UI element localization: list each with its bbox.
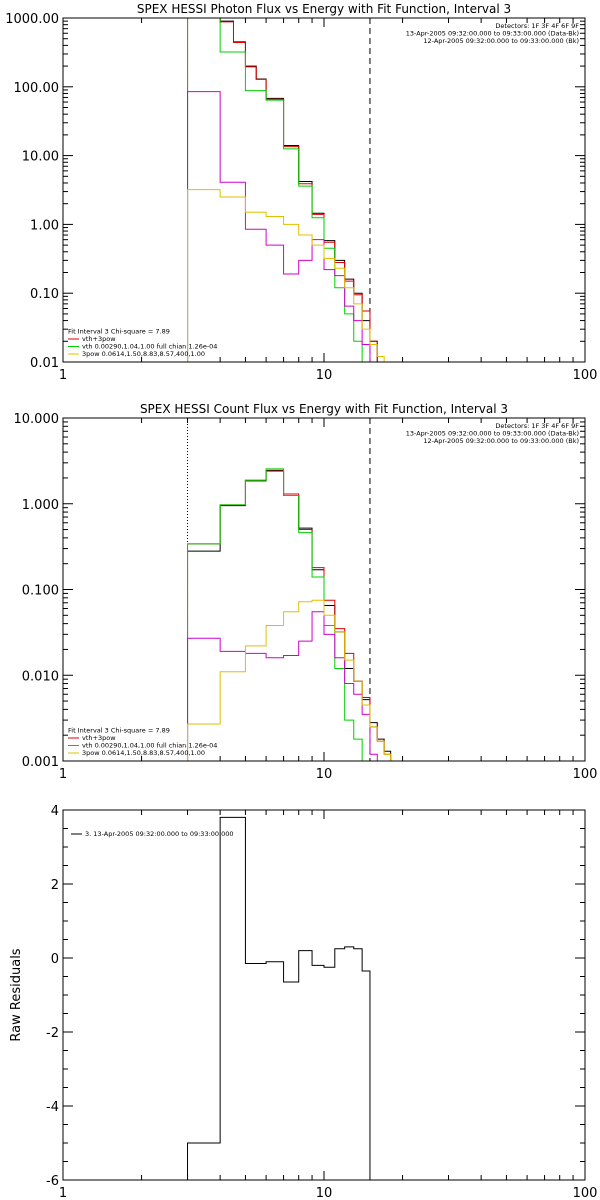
series-line-4 xyxy=(187,91,392,362)
legend-entry: Detectors: 1F 3F 4F 6F 9F xyxy=(495,22,579,30)
x-tick-label: 100 xyxy=(573,767,598,782)
y-tick-label: 10.000 xyxy=(14,412,60,427)
x-axis: 1 10 100 xyxy=(59,18,598,383)
series-line-1 xyxy=(187,816,371,1180)
legend-entry: vth+3pow xyxy=(82,734,116,742)
y-tick-label: 0.001 xyxy=(22,755,59,770)
legend-entry: Fit Interval 3 Chi-square = 7.89 xyxy=(68,328,170,336)
x-tick-label: 10 xyxy=(316,1186,333,1200)
y-tick-label: 0 xyxy=(51,952,59,967)
legend-entry: vth 0.00290,1.04,1.00 full chian 1.26e-0… xyxy=(82,343,217,351)
legend-entry: 13-Apr-2005 09:32:00.000 to 09:33:00.000… xyxy=(406,430,579,438)
x-axis: 1 10 100 xyxy=(59,810,598,1200)
plot-area xyxy=(187,18,392,362)
y-tick-label: 0.10 xyxy=(30,287,59,302)
legend-entry: 3pow 0.0614,1.50,8.83,8.57,400,1.00 xyxy=(82,749,205,757)
y-axis: 0.01 0.10 1.00 10.00 100.00 1000.00 xyxy=(5,12,585,371)
legend: 3. 13-Apr-2005 09:32:00.000 to 09:33:00.… xyxy=(71,830,234,838)
plot-area xyxy=(187,816,371,1180)
chart-2: SPEX HESSI Count Flux vs Energy with Fit… xyxy=(14,402,598,782)
legend-entry: Detectors: 1F 3F 4F 6F 9F xyxy=(495,422,579,430)
series-line-1 xyxy=(187,18,392,362)
axis-frame xyxy=(62,809,586,1181)
y-tick-label: 0.010 xyxy=(22,669,59,684)
series-line-3 xyxy=(187,18,392,362)
y-tick-label: 1.000 xyxy=(22,498,59,513)
axis-frame xyxy=(62,417,586,762)
x-tick-label: 100 xyxy=(573,368,598,383)
x-tick-label: 100 xyxy=(573,1186,598,1200)
chart-title: SPEX HESSI Count Flux vs Energy with Fit… xyxy=(140,402,508,416)
y-tick-label: 1000.00 xyxy=(5,12,59,27)
series-line-2 xyxy=(187,470,392,761)
chart-3: Raw Residuals 1 10 100 -6 -4 -2 0 2 4 3. 13-Apr-20… xyxy=(9,804,597,1200)
y-axis: 0.001 0.010 0.100 1.000 10.000 xyxy=(14,412,585,770)
series-line-1 xyxy=(187,469,392,761)
y-axis-label: Raw Residuals xyxy=(9,948,24,1041)
y-tick-label: 1.00 xyxy=(30,218,59,233)
chart-1: SPEX HESSI Photon Flux vs Energy with Fi… xyxy=(5,2,598,383)
legend-entry: 3. 13-Apr-2005 09:32:00.000 to 09:33:00.… xyxy=(85,830,234,838)
y-tick-label: 100.00 xyxy=(14,81,60,96)
legend-entry: Fit Interval 3 Chi-square = 7.89 xyxy=(68,727,170,735)
series-line-5 xyxy=(187,189,392,362)
y-tick-label: 2 xyxy=(51,878,59,893)
series-line-4 xyxy=(187,611,392,761)
series-line-5 xyxy=(187,599,392,761)
legend-entry: 12-Apr-2005 09:32:00.000 to 09:33:00.000… xyxy=(423,37,579,45)
x-tick-label: 10 xyxy=(316,368,333,383)
x-tick-label: 10 xyxy=(316,767,333,782)
plot-area xyxy=(187,418,392,761)
legend-entry: 12-Apr-2005 09:32:00.000 to 09:33:00.000… xyxy=(423,437,579,445)
legend-entry: 3pow 0.0614,1.50,8.83,8.57,400,1.00 xyxy=(82,350,205,358)
y-tick-label: -6 xyxy=(46,1174,59,1189)
series-line-2 xyxy=(187,18,392,362)
x-tick-label: 1 xyxy=(59,368,67,383)
y-axis: -6 -4 -2 0 2 4 xyxy=(46,804,585,1189)
legend-entry: vth 0.00290,1.04,1.00 full chian 1.26e-0… xyxy=(82,742,217,750)
y-tick-label: 0.01 xyxy=(30,356,59,371)
legend-entry: vth+3pow xyxy=(82,335,116,343)
chart-title: SPEX HESSI Photon Flux vs Energy with Fi… xyxy=(137,2,511,16)
y-tick-label: -2 xyxy=(46,1026,59,1041)
y-tick-label: -4 xyxy=(46,1100,59,1115)
series-line-3 xyxy=(187,468,392,761)
y-tick-label: 4 xyxy=(51,804,59,819)
axis-frame xyxy=(62,17,586,363)
y-tick-label: 0.100 xyxy=(22,584,59,599)
x-tick-label: 1 xyxy=(59,767,67,782)
legend-entry: 13-Apr-2005 09:32:00.000 to 09:33:00.000… xyxy=(406,30,579,38)
y-tick-label: 10.00 xyxy=(22,150,59,165)
x-tick-label: 1 xyxy=(59,1186,67,1200)
